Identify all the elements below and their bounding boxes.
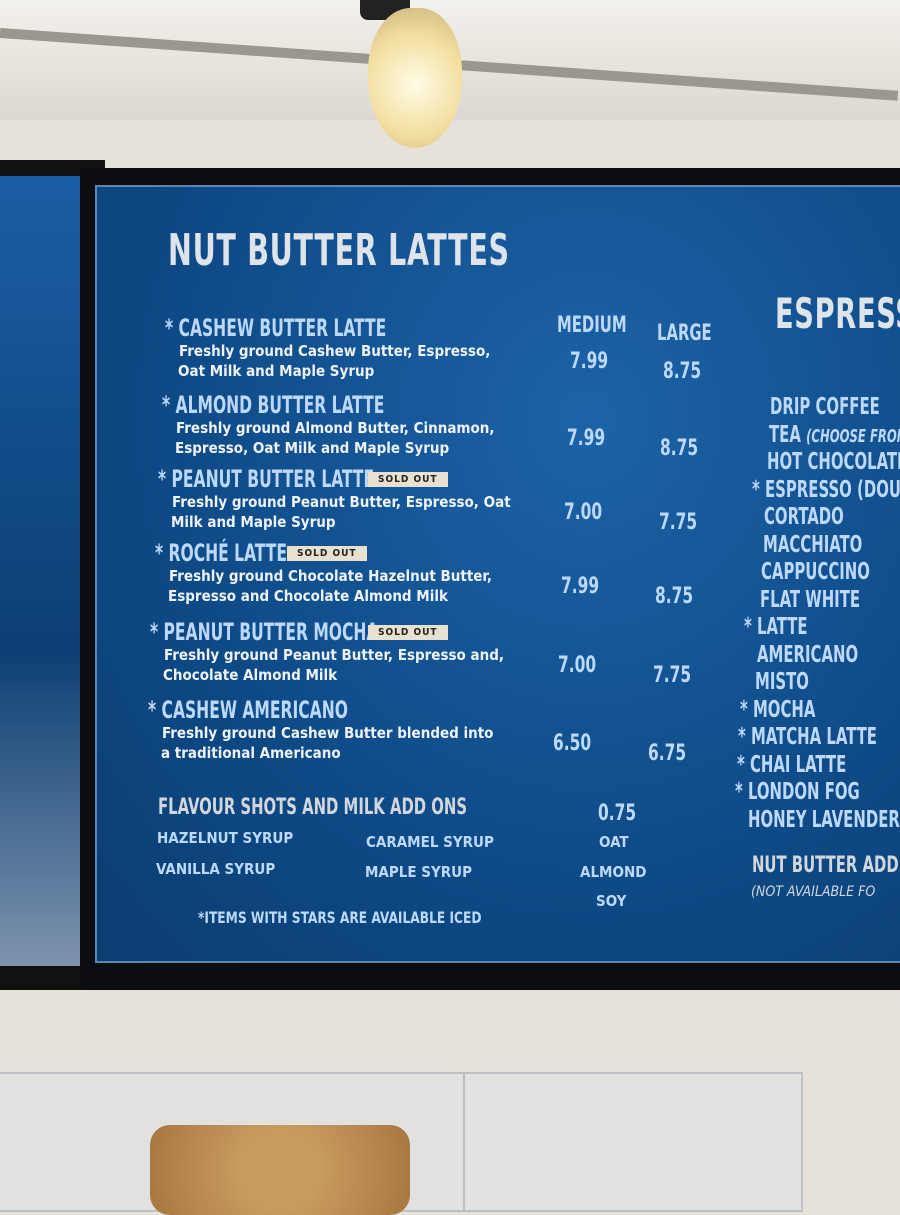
espresso-menu-item: * LATTE	[744, 615, 808, 639]
menu-item-description: Chocolate Almond Milk	[163, 668, 337, 684]
large-price: 7.75	[659, 511, 697, 534]
menu-item-description: Freshly ground Almond Butter, Cinnamon,	[176, 421, 495, 437]
menu-item-description: Espresso, Oat Milk and Maple Syrup	[175, 441, 449, 457]
espresso-menu-item: HONEY LAVENDER LAT	[748, 808, 900, 832]
espresso-menu-item: * MOCHA	[740, 698, 815, 722]
light-bulb	[368, 8, 462, 148]
menu-item-description: Freshly ground Chocolate Hazelnut Butter…	[169, 569, 492, 585]
addon-syrup: MAPLE SYRUP	[365, 865, 472, 881]
espresso-menu-item: CORTADO	[764, 505, 844, 529]
menu-item-name: * ALMOND BUTTER LATTE	[162, 393, 384, 418]
large-price: 7.75	[653, 664, 691, 687]
menu-item-name: * PEANUT BUTTER MOCHA	[150, 620, 378, 645]
medium-price: 6.50	[553, 732, 591, 755]
large-price: 6.75	[648, 742, 686, 765]
addons-title: FLAVOUR SHOTS AND MILK ADD ONS	[158, 796, 467, 819]
espresso-menu-item: MACCHIATO	[763, 533, 862, 557]
medium-price: 7.00	[558, 654, 596, 677]
espresso-menu-item: * MATCHA LATTE	[738, 725, 877, 749]
large-price: 8.75	[663, 360, 701, 383]
large-header: LARGE	[657, 322, 712, 345]
nut-butter-addon: NUT BUTTER ADD ON	[752, 854, 900, 877]
cashews	[150, 1125, 410, 1215]
menu-item-name: * ROCHÉ LATTE	[155, 541, 287, 566]
menu-item-name: * CASHEW BUTTER LATTE	[165, 316, 386, 341]
menu-item-description: Milk and Maple Syrup	[171, 515, 336, 531]
medium-price: 7.99	[567, 427, 605, 450]
menu-item-description: a traditional Americano	[161, 746, 341, 762]
espresso-menu-item: AMERICANO	[757, 643, 858, 667]
menu-item-description: Oat Milk and Maple Syrup	[178, 364, 374, 380]
medium-price: 7.00	[564, 501, 602, 524]
espresso-menu-item: * CHAI LATTE	[737, 753, 846, 777]
large-price: 8.75	[655, 585, 693, 608]
espresso-menu-item: * ESPRESSO (DOUBLE	[752, 478, 900, 502]
addon-milk: ALMOND	[580, 865, 646, 881]
menu-item-description: Freshly ground Cashew Butter, Espresso,	[179, 344, 490, 360]
espresso-menu-item: CAPPUCCINO	[761, 560, 870, 584]
medium-price: 7.99	[570, 350, 608, 373]
medium-price: 7.99	[561, 575, 599, 598]
addon-milk: SOY	[596, 894, 626, 910]
sold-out-badge: SOLD OUT	[368, 625, 448, 640]
espresso-menu-item: FLAT WHITE	[760, 588, 860, 612]
addon-syrup: CARAMEL SYRUP	[366, 835, 494, 851]
menu-title: NUT BUTTER LATTES	[168, 228, 510, 274]
large-price: 8.75	[660, 437, 698, 460]
addon-syrup: HAZELNUT SYRUP	[157, 831, 293, 847]
iced-footnote: *ITEMS WITH STARS ARE AVAILABLE ICED	[198, 910, 482, 927]
menu-item-name: * CASHEW AMERICANO	[148, 698, 348, 723]
bulk-bin	[463, 1072, 803, 1212]
sold-out-badge: SOLD OUT	[368, 472, 448, 487]
medium-header: MEDIUM	[557, 314, 627, 337]
espresso-menu-item: DRIP COFFEE	[770, 395, 880, 419]
menu-item-name: * PEANUT BUTTER LATTE	[158, 467, 374, 492]
espresso-menu-item: MISTO	[755, 670, 809, 694]
nut-butter-addon-note: (NOT AVAILABLE FO	[751, 885, 875, 900]
espresso-menu-item: HOT CHOCOLATE	[767, 450, 900, 474]
addon-syrup: VANILLA SYRUP	[156, 862, 275, 878]
espresso-menu-item: * LONDON FOG	[735, 780, 860, 804]
espresso-menu-item: TEA (CHOOSE FROM OI	[769, 423, 900, 447]
menu-item-description: Freshly ground Cashew Butter blended int…	[162, 726, 493, 742]
espresso-title: ESPRESS	[775, 292, 900, 336]
menu-item-description: Espresso and Chocolate Almond Milk	[168, 589, 448, 605]
addon-milk: OAT	[599, 835, 629, 851]
addons-price: 0.75	[598, 802, 636, 825]
sold-out-badge: SOLD OUT	[287, 546, 367, 561]
menu-item-description: Freshly ground Peanut Butter, Espresso, …	[172, 495, 511, 511]
menu-item-description: Freshly ground Peanut Butter, Espresso a…	[164, 648, 504, 664]
